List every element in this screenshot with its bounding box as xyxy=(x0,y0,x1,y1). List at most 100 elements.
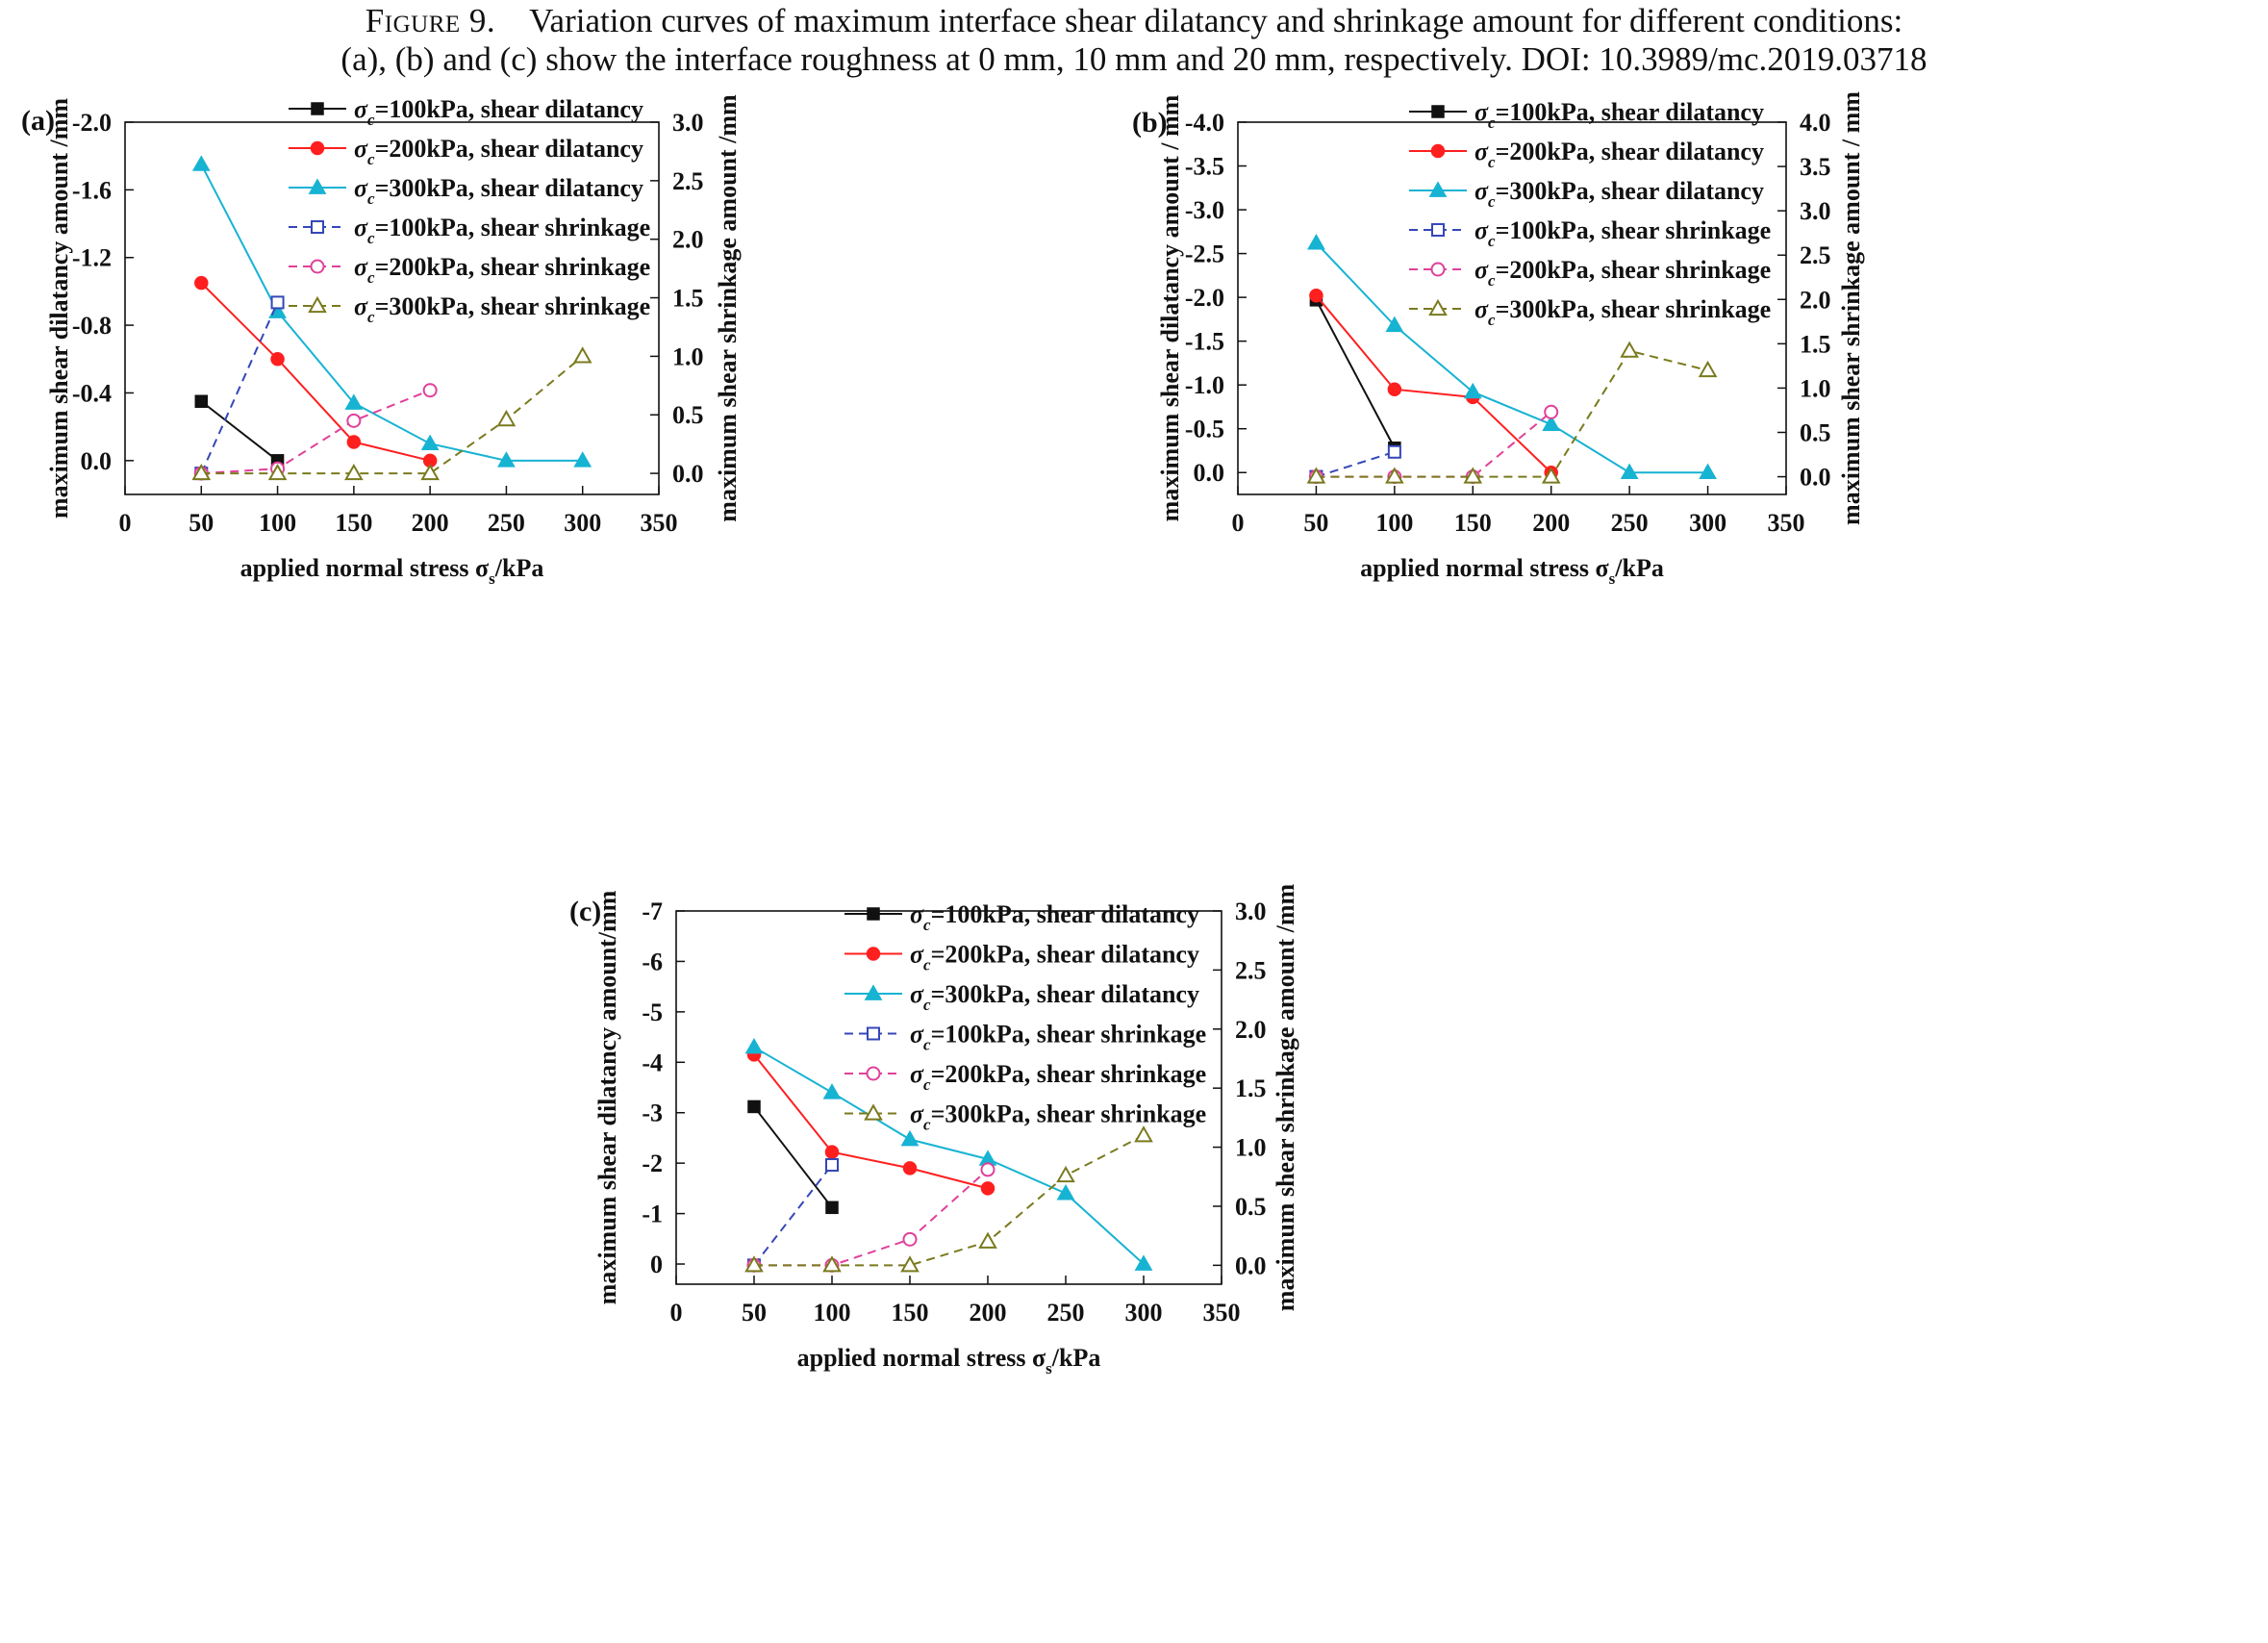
legend-marker xyxy=(1431,223,1445,237)
x-tick-label: 250 xyxy=(1611,509,1649,537)
data-point xyxy=(1698,360,1718,378)
series-line xyxy=(200,164,583,462)
y-left-tick-label: -6 xyxy=(642,948,663,975)
panel-label: (c) xyxy=(569,896,601,927)
series-line xyxy=(753,1046,1145,1265)
x-tick-label: 0 xyxy=(1232,509,1245,537)
series-line xyxy=(1315,294,1552,473)
legend-entry: σc=300kPa, shear dilatancy xyxy=(1474,177,1764,211)
y-right-tick-label: 2.0 xyxy=(1235,1016,1267,1044)
data-point xyxy=(1056,1184,1075,1201)
data-point xyxy=(1307,234,1325,250)
series-s200_shr xyxy=(1308,404,1559,485)
x-tick-label: 0 xyxy=(670,1299,683,1327)
y-right-axis-label: maximum shear shrinkage amount / mm xyxy=(1837,91,1865,525)
series-s300_dil xyxy=(744,1037,1153,1271)
y-left-axis-label: maximum shear dilatancy amount / mm xyxy=(1156,94,1184,521)
y-left-tick-label: -1 xyxy=(642,1201,663,1228)
figure-caption: Figure 9. Variation curves of maximum in… xyxy=(0,2,2268,79)
x-tick-label: 300 xyxy=(1689,509,1726,537)
y-left-tick-label: 0.0 xyxy=(1194,459,1225,487)
legend-marker xyxy=(308,178,327,194)
y-left-tick-label: -2.5 xyxy=(1185,240,1224,268)
x-tick-label: 0 xyxy=(119,509,132,537)
y-left-axis-label: maximum shear dilatancy amount/mm xyxy=(593,890,621,1304)
series-s200_shr xyxy=(193,383,438,481)
legend-entry: σc=100kPa, shear shrinkage xyxy=(910,1021,1206,1054)
x-tick-label: 150 xyxy=(335,509,372,537)
data-point xyxy=(825,1201,839,1215)
y-left-tick-label: -1.5 xyxy=(1185,328,1224,356)
series-line xyxy=(201,389,431,475)
data-point xyxy=(270,295,285,310)
y-left-axis-label: maximum shear dilatancy amount /mm xyxy=(45,98,73,519)
legend-entry: σc=300kPa, shear shrinkage xyxy=(1474,295,1771,329)
x-tick-label: 100 xyxy=(1375,509,1413,537)
data-point xyxy=(1463,382,1482,399)
y-left-tick-label: -1.2 xyxy=(72,244,112,272)
legend-entry: σc=200kPa, shear dilatancy xyxy=(1474,138,1764,171)
y-left-tick-label: 0 xyxy=(650,1251,663,1278)
y-right-axis-label: maximum shear shrinkage amount /mm xyxy=(1272,883,1299,1311)
y-left-tick-label: -2 xyxy=(642,1150,663,1177)
data-point xyxy=(825,1157,839,1172)
data-point xyxy=(1387,444,1401,459)
data-point xyxy=(191,463,212,481)
data-point xyxy=(1385,316,1404,333)
legend-entry: σc=300kPa, shear shrinkage xyxy=(910,1100,1206,1134)
data-point xyxy=(1620,463,1639,480)
x-axis-label: applied normal stress σs/kPa xyxy=(240,554,544,588)
y-right-tick-label: 3.5 xyxy=(1800,153,1831,181)
y-right-tick-label: 2.5 xyxy=(1800,241,1831,269)
caption-text-1: Variation curves of maximum interface sh… xyxy=(529,2,1903,39)
legend-entry: σc=100kPa, shear shrinkage xyxy=(1474,216,1771,250)
data-point xyxy=(422,383,438,398)
data-point xyxy=(497,451,516,468)
legend-marker xyxy=(1428,181,1448,197)
y-right-tick-label: 1.0 xyxy=(672,342,704,370)
data-point xyxy=(344,463,364,481)
series-line xyxy=(200,400,279,462)
x-tick-label: 250 xyxy=(488,509,525,537)
data-point xyxy=(747,1100,761,1114)
series-s100_dil xyxy=(747,1100,839,1215)
data-point xyxy=(194,394,209,408)
data-point xyxy=(1544,404,1559,419)
legend-entry: σc=300kPa, shear dilatancy xyxy=(354,174,643,208)
series-line xyxy=(200,282,431,462)
data-point xyxy=(420,434,440,451)
legend-entry: σc=200kPa, shear shrinkage xyxy=(910,1060,1206,1094)
legend: σc=100kPa, shear dilatancy σc=200kPa, she… xyxy=(289,95,650,326)
legend-entry: σc=100kPa, shear shrinkage xyxy=(354,214,650,247)
y-left-tick-label: -3.5 xyxy=(1185,153,1224,181)
y-left-tick-label: -0.8 xyxy=(72,312,112,340)
legend-marker xyxy=(311,102,324,115)
y-right-tick-label: 0.0 xyxy=(1800,464,1831,492)
y-right-tick-label: 2.5 xyxy=(1235,956,1267,984)
series-s300_shr xyxy=(1306,341,1718,484)
series-line xyxy=(754,1169,989,1267)
caption-line-2: (a), (b) and (c) show the interface roug… xyxy=(340,40,1928,78)
series-s300_shr xyxy=(744,1125,1153,1273)
data-point xyxy=(900,1255,920,1273)
series-line xyxy=(1315,241,1708,474)
y-right-tick-label: 2.0 xyxy=(1800,286,1831,314)
chart-panel-a: (a) 0 50 100 150 200 250 300 350 -2.0 -1.6 -1.2 -0.8… xyxy=(21,94,742,588)
y-right-tick-label: 1.5 xyxy=(672,285,704,313)
legend-marker xyxy=(308,295,327,314)
data-point xyxy=(1306,467,1326,484)
legend-entry: σc=200kPa, shear dilatancy xyxy=(910,941,1199,974)
x-tick-label: 200 xyxy=(1532,509,1570,537)
series-line xyxy=(754,1134,1145,1267)
series-s300_shr xyxy=(191,346,592,481)
y-left-tick-label: -2.0 xyxy=(72,109,112,137)
plot-frame xyxy=(675,910,1222,1285)
y-right-axis-label: maximum shear shrinkage amount /mm xyxy=(714,94,742,522)
x-tick-label: 50 xyxy=(742,1299,767,1327)
x-tick-label: 200 xyxy=(412,509,449,537)
data-point xyxy=(1056,1165,1075,1183)
legend-marker xyxy=(1431,105,1445,118)
legend-entry: σc=300kPa, shear shrinkage xyxy=(354,292,650,326)
chart-panel-b: (b) 0 50 100 150 200 250 300 350 -4.0 -3.5 -3.0 -2.5… xyxy=(1132,91,1865,588)
x-axis-label: applied normal stress σs/kPa xyxy=(797,1344,1101,1378)
